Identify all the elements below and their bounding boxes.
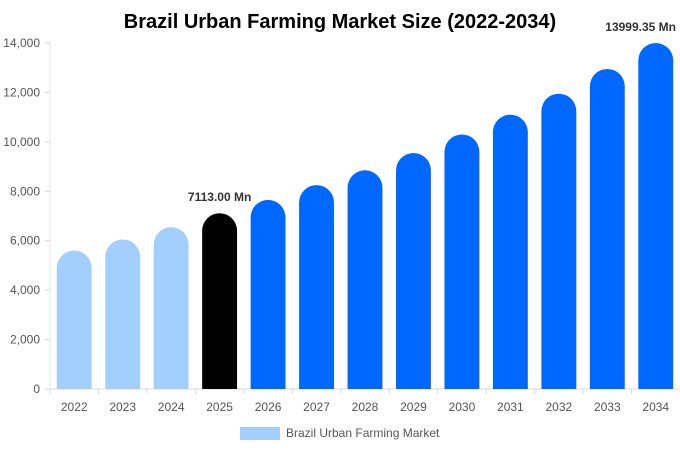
x-tick-label: 2024 bbox=[158, 400, 185, 414]
legend-label: Brazil Urban Farming Market bbox=[286, 426, 440, 440]
y-tick-label: 0 bbox=[33, 382, 40, 396]
bar-2026[interactable] bbox=[250, 199, 286, 389]
bars-group bbox=[56, 43, 674, 389]
y-tick-label: 12,000 bbox=[3, 85, 40, 99]
bar-2023[interactable] bbox=[105, 239, 141, 389]
x-tick-label: 2028 bbox=[352, 400, 379, 414]
bar-2022[interactable] bbox=[56, 250, 92, 389]
data-labels-group: 7113.00 Mn 13999.35 Mn bbox=[188, 20, 676, 204]
bar-2024[interactable] bbox=[153, 227, 189, 389]
chart-title: Brazil Urban Farming Market Size (2022-2… bbox=[124, 11, 556, 33]
x-tick-label: 2029 bbox=[400, 400, 427, 414]
bar-2033[interactable] bbox=[589, 68, 625, 389]
bar-2027[interactable] bbox=[299, 185, 334, 389]
bar-2028[interactable] bbox=[347, 170, 383, 389]
x-tick-label: 2034 bbox=[642, 400, 669, 414]
y-tick-label: 10,000 bbox=[3, 135, 40, 149]
data-label-2025: 7113.00 Mn bbox=[188, 190, 251, 204]
bar-2030[interactable] bbox=[444, 134, 480, 389]
y-tick-label: 2,000 bbox=[10, 333, 40, 347]
bar-2031[interactable] bbox=[492, 114, 528, 389]
bar-2032[interactable] bbox=[541, 93, 577, 389]
bar-2034[interactable] bbox=[638, 43, 674, 389]
legend[interactable]: Brazil Urban Farming Market bbox=[240, 426, 440, 440]
data-label-2034: 13999.35 Mn bbox=[605, 20, 676, 34]
x-tick-label: 2025 bbox=[206, 400, 233, 414]
y-tick-label: 6,000 bbox=[10, 234, 40, 248]
y-tick-label: 14,000 bbox=[3, 36, 40, 50]
legend-swatch[interactable] bbox=[240, 427, 280, 440]
y-axis-ticks: 0 2,000 4,000 6,000 8,000 10,000 12,000 14,000 bbox=[3, 36, 50, 396]
x-tick-label: 2022 bbox=[61, 400, 88, 414]
y-tick-label: 8,000 bbox=[10, 184, 40, 198]
x-tick-label: 2027 bbox=[303, 400, 330, 414]
x-tick-label: 2023 bbox=[109, 400, 136, 414]
bar-2025[interactable] bbox=[202, 213, 238, 389]
bar-2029[interactable] bbox=[396, 153, 431, 389]
x-axis-ticks: 2022 2023 2024 2025 2026 2027 2028 2029 2030 2031… bbox=[49, 389, 669, 414]
x-tick-label: 2026 bbox=[255, 400, 282, 414]
x-tick-label: 2033 bbox=[594, 400, 621, 414]
x-tick-label: 2032 bbox=[545, 400, 572, 414]
x-tick-label: 2031 bbox=[497, 400, 524, 414]
x-tick-label: 2030 bbox=[449, 400, 476, 414]
y-tick-label: 4,000 bbox=[10, 283, 40, 297]
